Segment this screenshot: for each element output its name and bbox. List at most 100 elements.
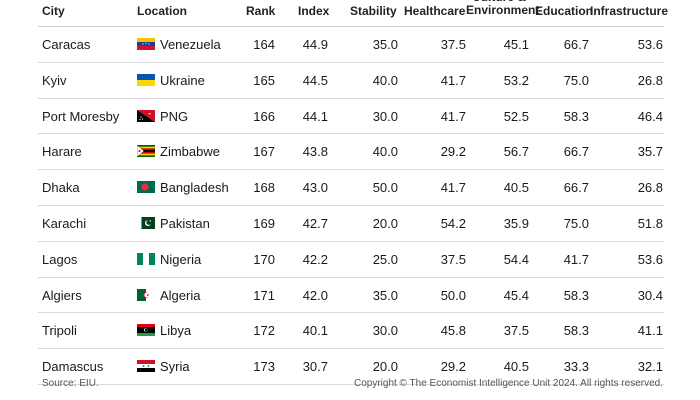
education-cell: 75.0 [563,215,589,231]
country-cell: Ukraine [160,72,205,88]
healthcare-cell: 41.7 [440,180,466,196]
index-cell: 42.7 [302,215,328,231]
index-cell: 42.2 [302,251,328,267]
rank-cell: 169 [253,215,275,231]
stability-cell: 20.0 [372,359,398,375]
city-cell: Damascus [42,359,104,375]
index-cell: 43.0 [302,180,328,196]
column-header-culture-environment: Culture & Environment [466,0,540,17]
rank-cell: 172 [253,323,275,339]
ukraine-flag-icon [137,73,155,86]
rank-cell: 166 [253,108,275,124]
city-cell: Lagos [42,251,78,267]
culture-cell: 54.4 [503,251,529,267]
infrastructure-cell: 41.1 [637,323,663,339]
healthcare-cell: 50.0 [440,287,466,303]
table-row: Kyiv Ukraine 165 44.5 40.0 41.7 53.2 75.… [38,63,664,99]
education-cell: 58.3 [563,323,589,339]
city-cell: Karachi [42,215,87,231]
column-header-infrastructure: Infrastructure [590,4,669,18]
nigeria-flag-icon [137,252,155,265]
png-flag-icon [137,109,155,122]
city-cell: Tripoli [42,323,77,339]
venezuela-flag-icon [137,38,155,50]
index-cell: 42.0 [302,287,328,303]
table-row: Damascus Syria 173 30.7 20.0 29.2 40.5 3… [38,349,664,385]
rank-cell: 164 [253,37,275,52]
table-row: Tripoli Libya 172 40.1 30.0 45.8 37.5 58… [38,313,664,350]
rank-cell: 168 [253,180,275,196]
infrastructure-cell: 51.8 [637,215,663,231]
column-header-rank: Rank [246,4,276,18]
country-cell: Pakistan [160,215,210,231]
country-cell: Algeria [160,287,201,303]
source-note: Source: EIU. [42,378,99,389]
city-cell: Caracas [42,37,91,52]
column-header-healthcare: Healthcare [404,4,466,18]
index-cell: 30.7 [302,359,328,375]
education-cell: 66.7 [563,144,589,160]
rank-cell: 165 [253,72,275,88]
infrastructure-cell: 46.4 [637,108,663,124]
infrastructure-cell: 35.7 [637,144,663,160]
healthcare-cell: 37.5 [440,251,466,267]
stability-cell: 40.0 [372,72,398,88]
infrastructure-cell: 53.6 [637,251,663,267]
culture-cell: 45.1 [503,37,529,52]
city-cell: Port Moresby [42,108,120,124]
column-header-city: City [42,4,65,18]
culture-cell: 45.4 [503,287,529,303]
country-cell: PNG [160,108,189,124]
rank-cell: 173 [253,359,275,375]
pakistan-flag-icon [137,216,155,229]
culture-cell: 35.9 [503,215,529,231]
table-row: Caracas Venezuela 164 44.9 35.0 37.5 45.… [38,27,664,63]
stability-cell: 35.0 [372,37,398,52]
infrastructure-cell: 32.1 [637,359,663,375]
country-cell: Venezuela [160,37,221,52]
column-header-location: Location [137,4,187,18]
healthcare-cell: 41.7 [440,108,466,124]
infrastructure-cell: 53.6 [637,37,663,52]
infrastructure-cell: 30.4 [637,287,663,303]
healthcare-cell: 41.7 [440,72,466,88]
education-cell: 58.3 [563,287,589,303]
table-row: Dhaka Bangladesh 168 43.0 50.0 41.7 40.5… [38,170,664,206]
rank-cell: 167 [253,144,275,160]
column-header-stability: Stability [350,4,397,18]
rank-cell: 170 [253,251,275,267]
city-cell: Harare [42,144,82,160]
table-row: Karachi Pakistan 169 42.7 20.0 54.2 35.9… [38,206,664,242]
bangladesh-flag-icon [137,181,155,194]
table-header: City Location Rank Index Stability Healt… [38,0,668,27]
index-cell: 44.5 [302,72,328,88]
index-cell: 40.1 [302,323,328,339]
table-row: Harare Zimbabwe 167 43.8 40.0 29.2 56.7 … [38,134,664,171]
syria-flag-icon [137,360,155,373]
column-header-education: Education [535,4,594,18]
country-cell: Bangladesh [160,180,229,196]
healthcare-cell: 54.2 [440,215,466,231]
healthcare-cell: 29.2 [440,144,466,160]
education-cell: 33.3 [563,359,589,375]
education-cell: 41.7 [563,251,589,267]
city-cell: Algiers [42,287,82,303]
zimbabwe-flag-icon [137,145,155,158]
country-cell: Syria [160,359,190,375]
copyright-note: Copyright © The Economist Intelligence U… [353,378,663,389]
culture-cell: 37.5 [503,323,529,339]
stability-cell: 40.0 [372,144,398,160]
culture-cell: 53.2 [503,72,529,88]
stability-cell: 50.0 [372,180,398,196]
culture-cell: 40.5 [503,359,529,375]
infrastructure-cell: 26.8 [637,72,663,88]
rank-cell: 171 [253,287,275,303]
city-cell: Kyiv [42,72,67,88]
algeria-flag-icon [137,288,155,301]
country-cell: Libya [160,323,192,339]
education-cell: 66.7 [563,180,589,196]
table-row: Algiers Algeria 171 42.0 35.0 50.0 45.4 … [38,278,664,314]
culture-cell: 40.5 [503,180,529,196]
stability-cell: 35.0 [372,287,398,303]
stability-cell: 30.0 [372,323,398,339]
